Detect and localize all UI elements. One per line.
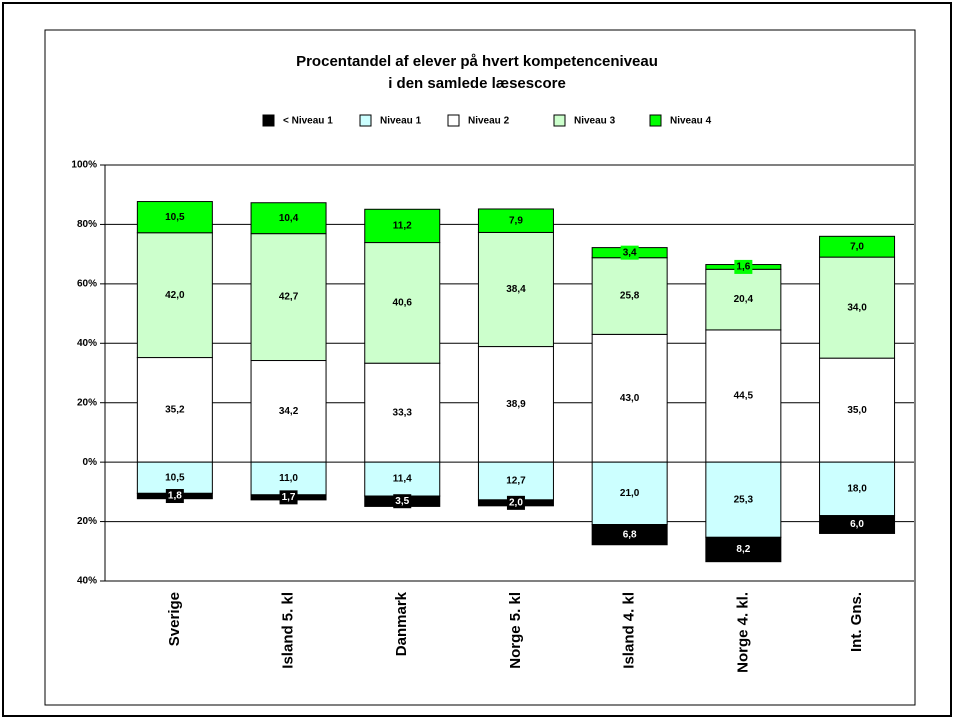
data-label: 7,0 bbox=[850, 241, 864, 252]
bar-segment bbox=[477, 461, 554, 501]
data-label: 3,4 bbox=[623, 247, 637, 258]
bar-segment bbox=[819, 357, 896, 463]
data-label: 38,4 bbox=[506, 284, 526, 295]
y-tick-label: 100% bbox=[71, 160, 97, 171]
bar-segment bbox=[477, 208, 554, 233]
x-tick-label: Island 5. kl bbox=[280, 592, 297, 669]
data-label: 35,0 bbox=[847, 405, 867, 416]
data-label: 25,8 bbox=[620, 291, 640, 302]
data-label: 1,8 bbox=[168, 491, 182, 502]
data-label: 42,7 bbox=[279, 292, 299, 303]
legend-swatch bbox=[553, 114, 566, 127]
bar-segment bbox=[136, 357, 213, 463]
data-label: 18,0 bbox=[847, 484, 867, 495]
label-bg bbox=[393, 494, 412, 509]
bar-segment bbox=[591, 257, 668, 335]
y-tick-label: 20% bbox=[77, 516, 97, 527]
chart-title: i den samlede læsescore bbox=[388, 75, 566, 92]
x-tick-label: Norge 4. kl. bbox=[734, 592, 751, 673]
label-bg bbox=[165, 489, 184, 504]
data-label: 8,2 bbox=[736, 544, 750, 555]
data-label: 1,6 bbox=[736, 262, 750, 273]
legend-label: Niveau 1 bbox=[380, 116, 422, 127]
y-tick-label: 20% bbox=[77, 397, 97, 408]
bar-segment bbox=[136, 461, 213, 494]
bar-segment bbox=[819, 256, 896, 359]
y-tick-label: 40% bbox=[77, 338, 97, 349]
bar-segment bbox=[136, 232, 213, 359]
x-tick-label: Int. Gns. bbox=[848, 592, 865, 652]
legend-label: Niveau 4 bbox=[670, 116, 712, 127]
x-tick-label: Norge 5. kl bbox=[507, 592, 524, 669]
data-label: 1,7 bbox=[282, 492, 296, 503]
data-label: 11,4 bbox=[393, 474, 412, 485]
y-tick-label: 0% bbox=[83, 457, 98, 468]
y-tick-label: 60% bbox=[77, 278, 97, 289]
bar-segment bbox=[819, 461, 896, 517]
data-label: 21,0 bbox=[620, 488, 640, 499]
data-label: 6,8 bbox=[623, 529, 637, 540]
label-bg bbox=[620, 245, 639, 260]
data-label: 3,5 bbox=[395, 496, 409, 507]
bar-segment bbox=[705, 329, 782, 463]
data-label: 10,4 bbox=[279, 213, 299, 224]
bar-segment bbox=[591, 524, 668, 546]
bar-segment bbox=[250, 233, 327, 362]
label-bg bbox=[734, 259, 753, 274]
bar-segment bbox=[364, 362, 441, 463]
data-label: 43,0 bbox=[620, 393, 640, 404]
data-label: 34,2 bbox=[279, 406, 299, 417]
bar-segment bbox=[477, 231, 554, 348]
data-label: 20,4 bbox=[734, 294, 754, 305]
data-label: 2,0 bbox=[509, 497, 523, 508]
data-label: 12,7 bbox=[506, 476, 526, 487]
data-label: 10,5 bbox=[165, 212, 185, 223]
x-tick-label: Island 4. kl bbox=[621, 592, 638, 669]
legend-label: < Niveau 1 bbox=[283, 116, 333, 127]
data-label: 34,0 bbox=[847, 302, 867, 313]
bar-segment bbox=[819, 515, 896, 534]
data-label: 35,2 bbox=[165, 404, 185, 415]
data-label: 11,2 bbox=[393, 221, 412, 232]
label-bg bbox=[506, 495, 525, 510]
data-label: 25,3 bbox=[734, 494, 754, 505]
x-tick-label: Sverige bbox=[166, 592, 183, 646]
data-label: 6,0 bbox=[850, 519, 864, 530]
legend-swatch bbox=[359, 114, 372, 127]
legend-swatch bbox=[262, 114, 275, 127]
data-label: 10,5 bbox=[165, 472, 185, 483]
data-label: 44,5 bbox=[734, 391, 754, 402]
bar-segment bbox=[705, 536, 782, 563]
legend-swatch bbox=[447, 114, 460, 127]
data-label: 38,9 bbox=[506, 399, 526, 410]
bar-segment bbox=[705, 268, 782, 331]
data-label: 42,0 bbox=[165, 290, 185, 301]
bar-segment bbox=[591, 333, 668, 463]
bar-segment bbox=[250, 461, 327, 496]
label-bg bbox=[279, 490, 298, 505]
bar-segment bbox=[136, 201, 213, 234]
bar-segment bbox=[364, 242, 441, 364]
bar-segment bbox=[364, 208, 441, 244]
x-tick-label: Danmark bbox=[393, 591, 410, 656]
data-label: 40,6 bbox=[393, 298, 413, 309]
chart-title: Procentandel af elever på hvert kompeten… bbox=[296, 53, 658, 70]
legend-label: Niveau 2 bbox=[468, 116, 510, 127]
data-label: 33,3 bbox=[393, 407, 413, 418]
y-tick-label: 40% bbox=[77, 576, 97, 587]
bar-segment bbox=[705, 461, 782, 538]
data-label: 7,9 bbox=[509, 215, 523, 226]
y-tick-label: 80% bbox=[77, 219, 97, 230]
bar-segment bbox=[250, 202, 327, 235]
bar-segment bbox=[819, 235, 896, 258]
data-label: 11,0 bbox=[279, 473, 298, 484]
legend-swatch bbox=[649, 114, 662, 127]
legend-label: Niveau 3 bbox=[574, 116, 616, 127]
